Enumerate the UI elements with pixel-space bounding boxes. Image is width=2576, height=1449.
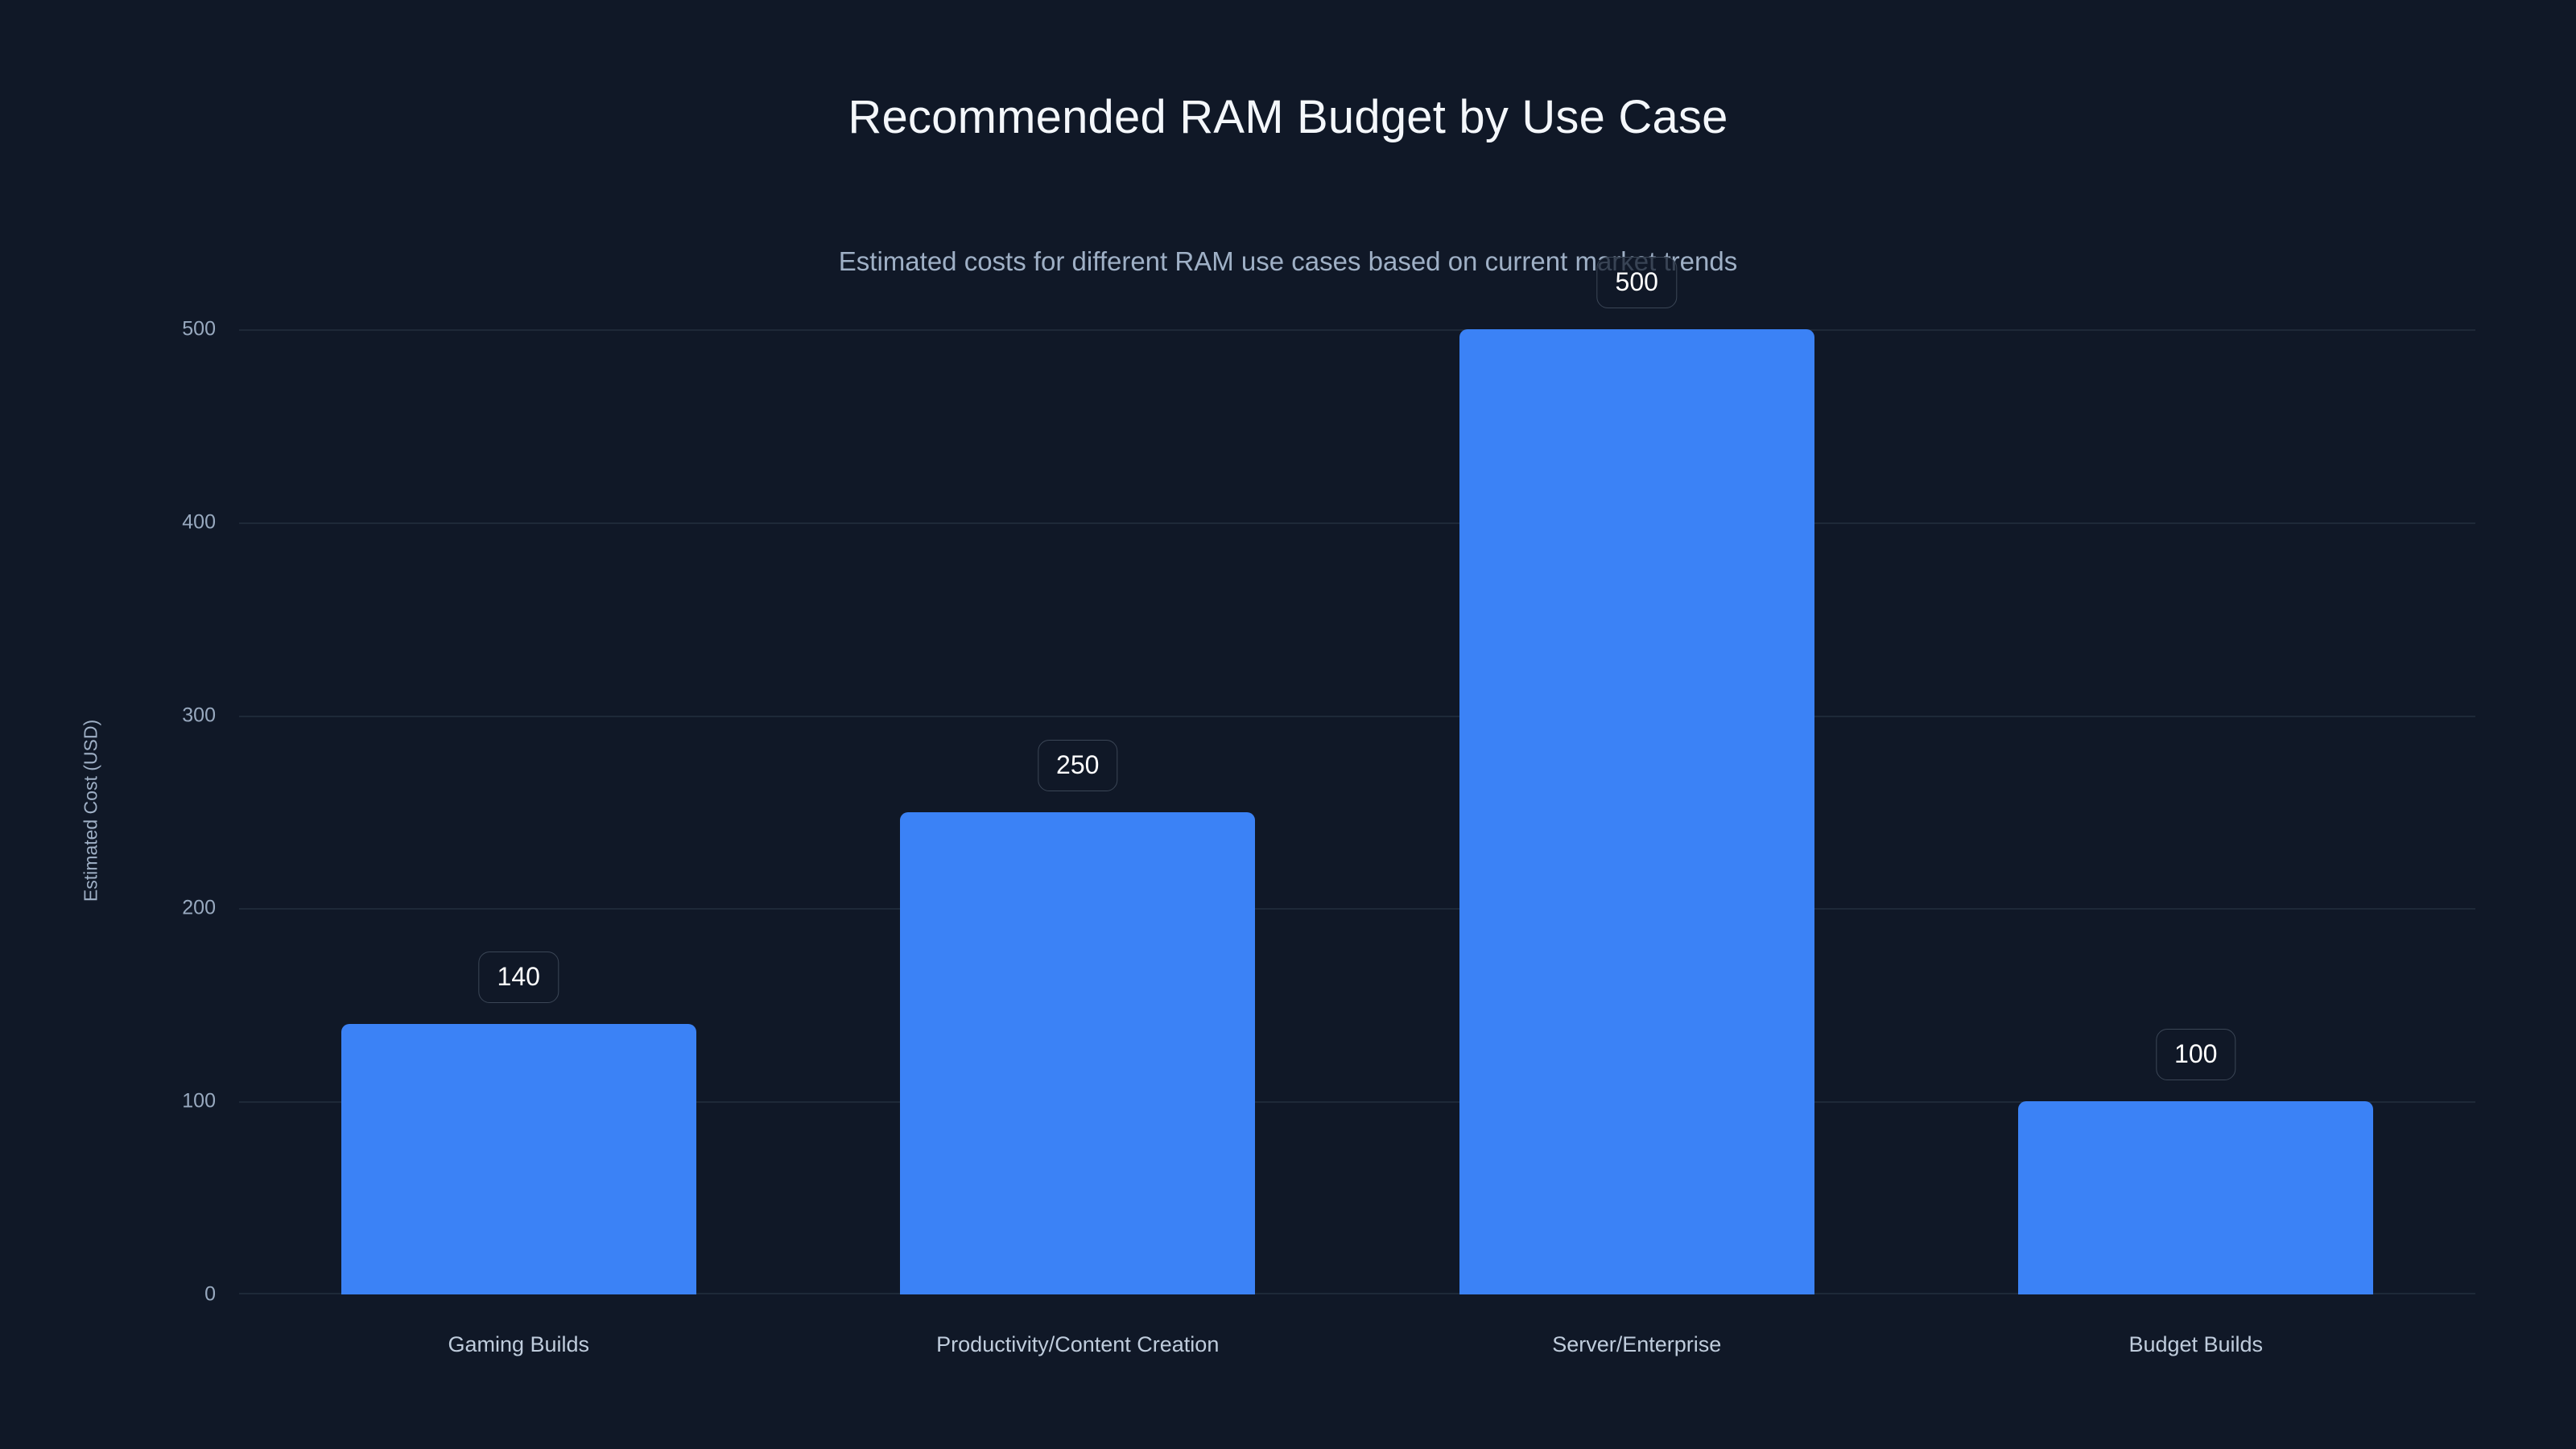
chart-subtitle: Estimated costs for different RAM use ca… <box>838 246 1738 276</box>
value-badge-budget-builds: 100 <box>2156 1029 2236 1081</box>
gridline-300 <box>239 715 2475 717</box>
x-label-gaming-builds: Gaming Builds <box>448 1332 590 1356</box>
y-tick-500: 500 <box>182 317 216 341</box>
gridline-0 <box>239 1293 2475 1294</box>
y-tick-300: 300 <box>182 704 216 727</box>
x-label-productivity-content-creation: Productivity/Content Creation <box>936 1332 1220 1356</box>
bar-gaming-builds[interactable] <box>341 1024 696 1294</box>
y-tick-100: 100 <box>182 1089 216 1113</box>
value-badge-gaming-builds: 140 <box>478 952 559 1004</box>
bar-budget-builds[interactable] <box>2018 1101 2374 1294</box>
gridline-400 <box>239 522 2475 524</box>
gridline-500 <box>239 329 2475 331</box>
plot-area <box>239 329 2475 1294</box>
chart-title: Recommended RAM Budget by Use Case <box>848 91 1728 143</box>
value-badge-productivity-content-creation: 250 <box>1038 739 1118 791</box>
y-tick-400: 400 <box>182 510 216 534</box>
y-tick-0: 0 <box>204 1282 216 1306</box>
value-badge-server-enterprise: 500 <box>1596 257 1677 308</box>
x-label-budget-builds: Budget Builds <box>2128 1332 2264 1356</box>
y-tick-200: 200 <box>182 896 216 919</box>
y-axis-title: Estimated Cost (USD) <box>80 719 101 902</box>
bar-server-enterprise[interactable] <box>1459 329 1814 1294</box>
x-label-server-enterprise: Server/Enterprise <box>1552 1332 1722 1356</box>
gridline-200 <box>239 908 2475 910</box>
bars-layer <box>239 329 2475 1294</box>
gridline-100 <box>239 1101 2475 1104</box>
bar-productivity-content-creation[interactable] <box>900 811 1256 1294</box>
